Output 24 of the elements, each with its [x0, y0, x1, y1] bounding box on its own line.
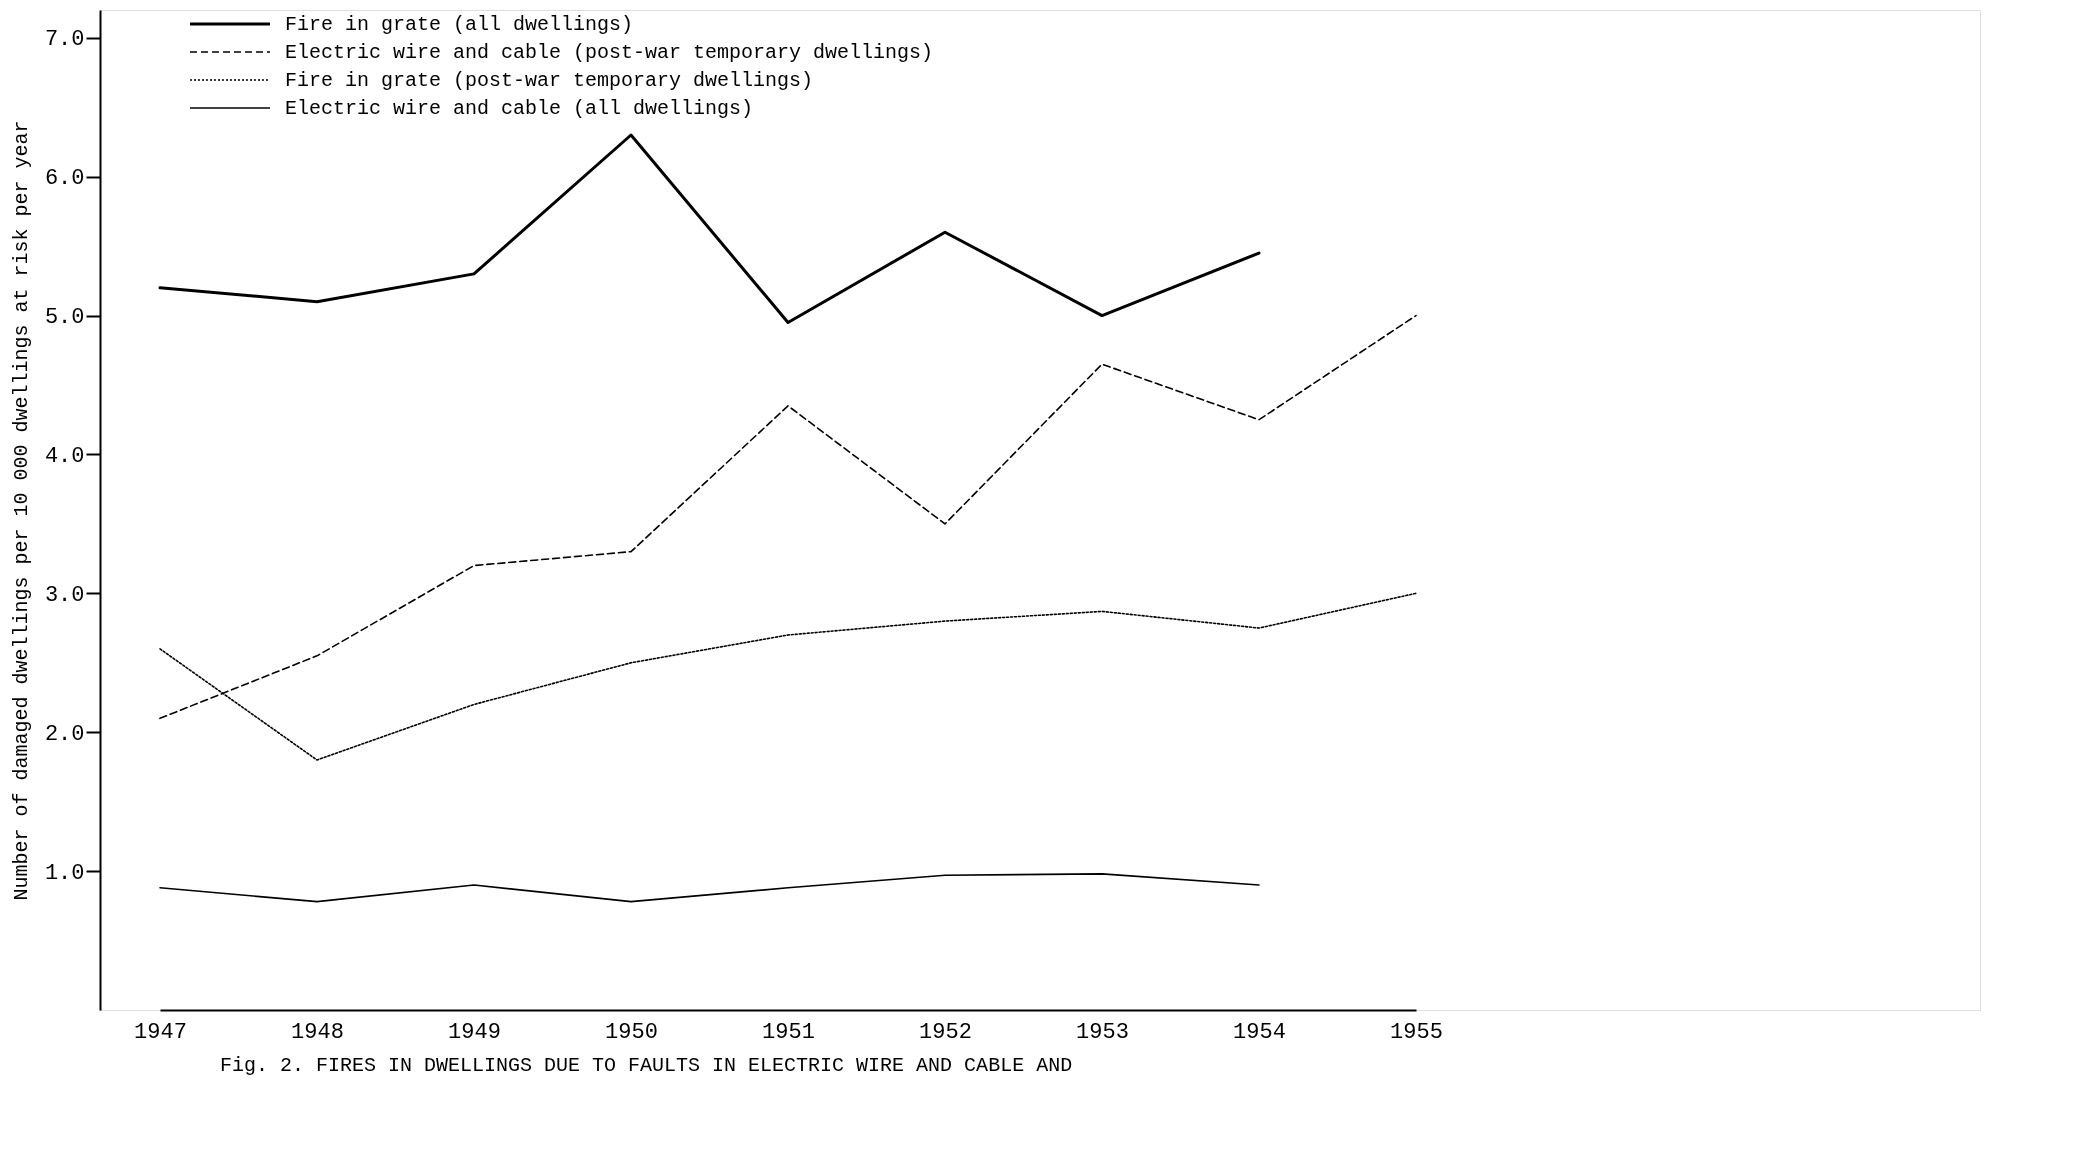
y-tick-label: 2.0: [44, 721, 85, 747]
legend-label: Electric wire and cable (post-war temporary dwellings): [285, 41, 934, 64]
legend-label: Fire in grate (all dwellings): [285, 13, 634, 36]
caption: Fig. 2. FIRES IN DWELLINGS DUE TO FAULTS IN ELECTRIC WIRE AND CABLE AND: [220, 1054, 1073, 1077]
legend-label: Electric wire and cable (all dwellings): [285, 97, 754, 120]
y-tick-label: 5.0: [44, 305, 85, 331]
line-series: [159, 873, 1260, 903]
y-tick-label: 4.0: [44, 443, 85, 469]
y-tick-label: 7.0: [44, 27, 85, 53]
x-tick-label: 1947: [134, 1019, 187, 1045]
y-tick-label: 6.0: [44, 166, 85, 192]
x-tick-label: 1955: [1390, 1019, 1443, 1045]
x-tick-label: 1950: [605, 1019, 658, 1045]
y-tick-label: 3.0: [44, 582, 85, 608]
x-tick-label: 1952: [919, 1019, 972, 1045]
x-tick-label: 1948: [291, 1019, 344, 1045]
y-axis-title: Number of damaged dwellings per 10 000 dwellings at risk per year: [9, 120, 33, 901]
x-tick-label: 1951: [762, 1019, 815, 1045]
legend-label: Fire in grate (post-war temporary dwellings): [285, 69, 814, 92]
y-tick-label: 1.0: [44, 860, 85, 886]
line-series: [158, 133, 1261, 324]
x-tick-label: 1954: [1233, 1019, 1286, 1045]
x-tick-label: 1953: [1076, 1019, 1129, 1045]
x-tick-label: 1949: [448, 1019, 501, 1045]
